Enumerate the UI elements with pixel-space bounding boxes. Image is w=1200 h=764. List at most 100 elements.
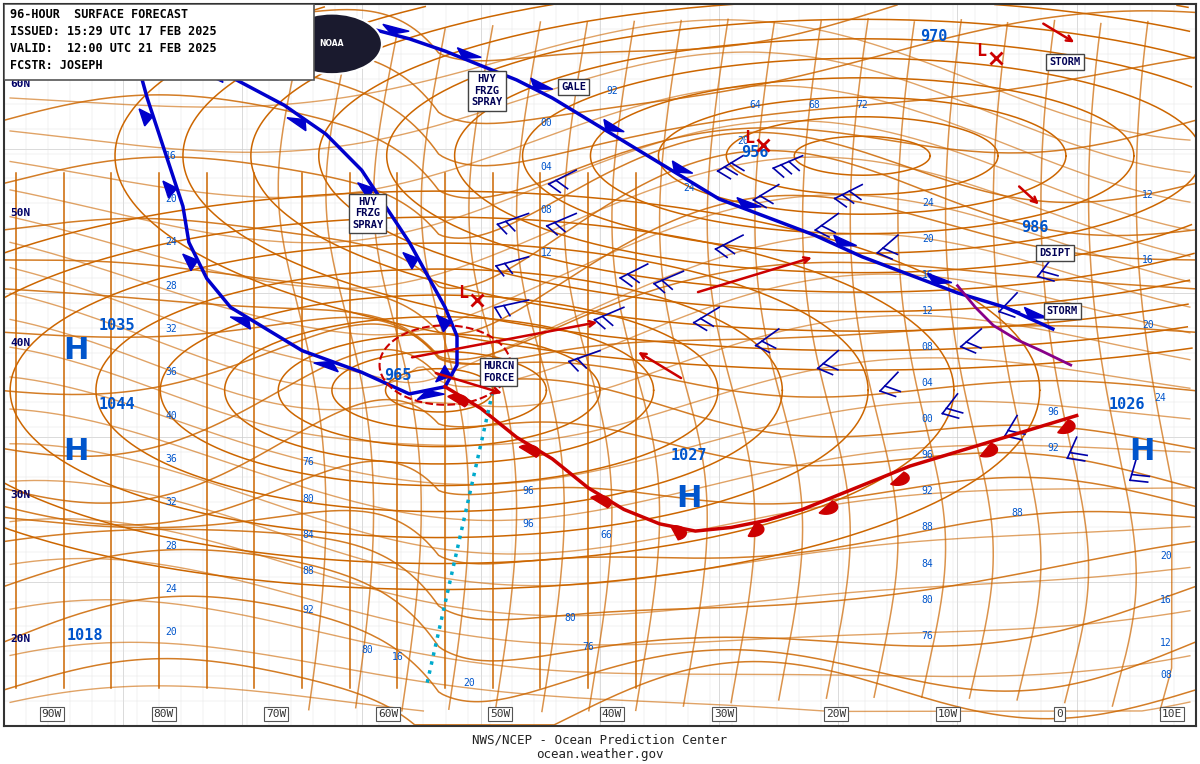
Text: 64: 64 (749, 100, 761, 110)
Polygon shape (530, 78, 553, 89)
Text: 90W: 90W (42, 709, 62, 719)
Text: 16: 16 (166, 151, 176, 160)
Text: 96: 96 (1046, 407, 1058, 417)
Text: 84: 84 (922, 558, 934, 568)
Text: 10E: 10E (1162, 709, 1182, 719)
Text: 28: 28 (166, 540, 176, 551)
Text: HVY
FRZG
SPRAY: HVY FRZG SPRAY (472, 74, 503, 108)
Text: 20: 20 (166, 627, 176, 637)
Text: 50N: 50N (10, 209, 30, 219)
Text: 24: 24 (166, 584, 176, 594)
Text: H: H (1129, 437, 1154, 466)
Text: 36: 36 (166, 454, 176, 464)
Text: 80: 80 (922, 594, 934, 604)
Text: 40: 40 (166, 410, 176, 421)
Text: 60N: 60N (10, 79, 30, 89)
Text: STORM: STORM (1049, 57, 1080, 67)
Text: 80: 80 (302, 494, 314, 503)
Text: 88: 88 (922, 523, 934, 533)
Text: NWS/NCEP - Ocean Prediction Center
ocean.weather.gov: NWS/NCEP - Ocean Prediction Center ocean… (473, 733, 727, 761)
Text: 16: 16 (1142, 255, 1154, 265)
Polygon shape (418, 390, 444, 400)
Text: 24: 24 (1154, 393, 1166, 403)
Text: 76: 76 (582, 642, 594, 652)
Text: 88: 88 (302, 566, 314, 576)
Text: 04: 04 (922, 378, 934, 388)
Text: 60W: 60W (378, 709, 398, 719)
Text: H: H (62, 336, 89, 365)
Text: 970: 970 (920, 29, 947, 44)
Polygon shape (604, 119, 624, 131)
Text: 88: 88 (1012, 508, 1022, 518)
Polygon shape (448, 394, 468, 406)
Polygon shape (737, 198, 761, 208)
Text: L: L (744, 128, 754, 147)
Text: 76: 76 (922, 631, 934, 641)
Text: 16: 16 (922, 270, 934, 280)
Polygon shape (1057, 419, 1075, 433)
Text: 92: 92 (606, 86, 618, 96)
Text: 24: 24 (684, 183, 695, 193)
Text: 1035: 1035 (100, 318, 136, 333)
Text: 24: 24 (166, 238, 176, 248)
Text: L: L (56, 50, 66, 67)
Text: 965: 965 (384, 368, 412, 384)
Text: 80: 80 (564, 613, 576, 623)
Text: L: L (977, 42, 986, 60)
Text: HVY
FRZG
SPRAY: HVY FRZG SPRAY (352, 197, 383, 230)
Polygon shape (890, 472, 910, 485)
Polygon shape (383, 24, 409, 34)
Text: 20W: 20W (826, 709, 846, 719)
Text: 00: 00 (922, 414, 934, 424)
Polygon shape (980, 443, 997, 457)
Text: H: H (62, 437, 89, 466)
Text: STORM: STORM (1046, 306, 1078, 316)
Polygon shape (139, 109, 154, 126)
Polygon shape (749, 523, 764, 536)
Text: L: L (458, 284, 468, 302)
Text: 20: 20 (463, 678, 475, 688)
Text: 30N: 30N (10, 490, 30, 500)
Text: H: H (677, 484, 702, 513)
Polygon shape (403, 253, 419, 269)
Text: 96-HOUR  SURFACE FORECAST
ISSUED: 15:29 UTC 17 FEB 2025
VALID:  12:00 UTC 21 FEB: 96-HOUR SURFACE FORECAST ISSUED: 15:29 U… (10, 8, 217, 72)
Text: 0: 0 (1057, 709, 1063, 719)
Text: 20: 20 (166, 194, 176, 204)
Text: 36: 36 (166, 367, 176, 377)
Text: 1027: 1027 (671, 448, 708, 463)
Text: 96: 96 (523, 519, 534, 529)
Text: 32: 32 (166, 324, 176, 334)
Text: 16: 16 (1160, 594, 1172, 604)
Polygon shape (457, 47, 481, 58)
Text: 40W: 40W (601, 709, 622, 719)
Polygon shape (437, 315, 451, 332)
Text: 20: 20 (1160, 552, 1172, 562)
Polygon shape (126, 50, 138, 67)
Text: HURCN
FORCE: HURCN FORCE (484, 361, 515, 383)
Text: 956: 956 (742, 144, 769, 160)
Text: 66: 66 (600, 529, 612, 539)
Text: 1026: 1026 (1109, 397, 1145, 413)
Polygon shape (928, 274, 952, 284)
Text: 70W: 70W (265, 709, 286, 719)
Polygon shape (671, 526, 686, 540)
Text: 76: 76 (302, 458, 314, 468)
Text: 50W: 50W (490, 709, 510, 719)
Polygon shape (358, 183, 373, 199)
Polygon shape (313, 361, 338, 372)
Polygon shape (520, 445, 540, 457)
Text: 30W: 30W (714, 709, 734, 719)
Text: 12: 12 (540, 248, 552, 258)
Text: 24: 24 (922, 198, 934, 208)
Text: 92: 92 (302, 605, 314, 616)
Text: 72: 72 (857, 100, 868, 110)
Text: 00: 00 (540, 118, 552, 128)
Text: 20: 20 (922, 234, 934, 244)
Text: 10W: 10W (938, 709, 958, 719)
Text: 1044: 1044 (100, 397, 136, 413)
Polygon shape (820, 501, 838, 514)
Text: 1018: 1018 (67, 628, 103, 643)
Polygon shape (834, 235, 857, 246)
Text: 32: 32 (166, 497, 176, 507)
Polygon shape (230, 317, 251, 329)
